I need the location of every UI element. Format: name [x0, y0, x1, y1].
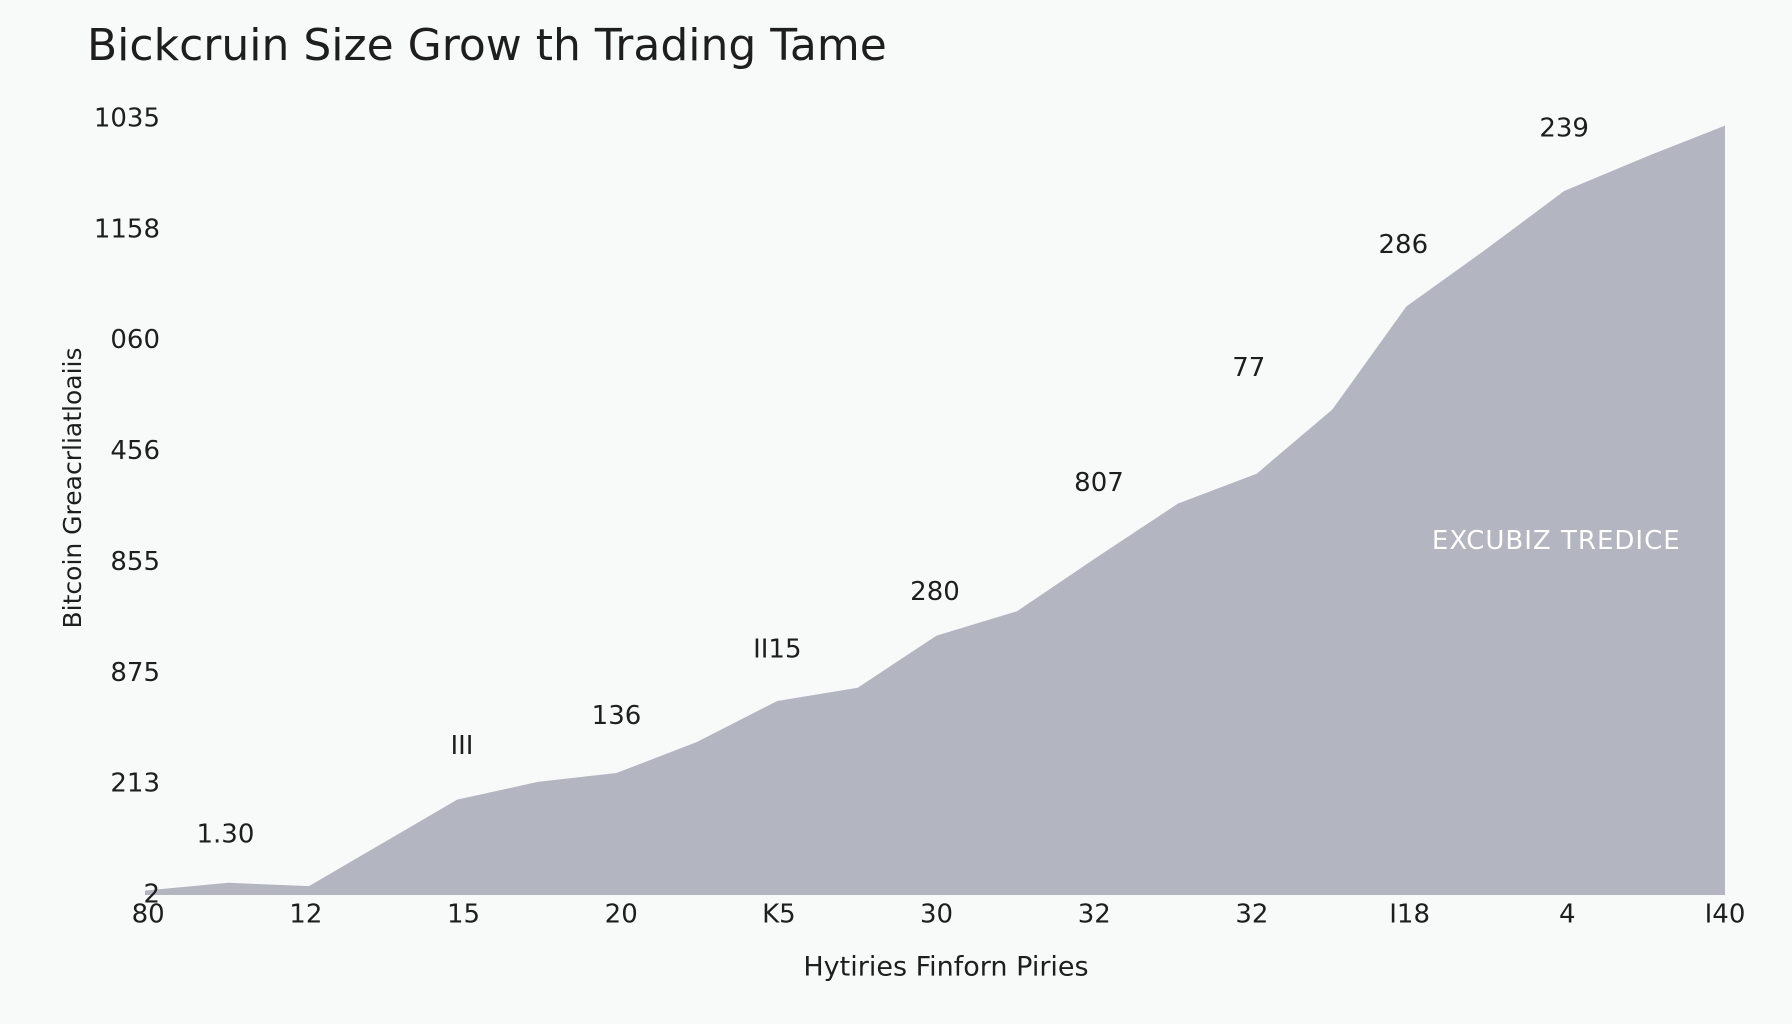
y-tick-label: 2 — [143, 880, 160, 910]
annotation: III — [450, 731, 473, 761]
annotation: 1.30 — [196, 820, 254, 850]
x-tick-label: I40 — [1705, 900, 1746, 930]
x-tick-label: I18 — [1389, 900, 1430, 930]
y-tick-label: 1158 — [94, 214, 160, 244]
y-tick-label: 060 — [110, 325, 160, 355]
inner-label: EXCUBIZ TREDICE — [1432, 526, 1681, 556]
x-tick-label: 32 — [1235, 900, 1268, 930]
annotation: 136 — [592, 701, 642, 731]
y-axis-title: Bitcoin Greacrliatloaiis — [58, 348, 87, 629]
y-tick-label: 456 — [110, 436, 160, 466]
y-tick-label: 875 — [110, 658, 160, 688]
x-tick-label: 30 — [920, 900, 953, 930]
chart-title: Bickcruin Size Grow th Trading Tame — [87, 20, 887, 71]
x-tick-label: 15 — [447, 900, 480, 930]
x-tick-label: 20 — [605, 900, 638, 930]
x-tick-label: 32 — [1078, 900, 1111, 930]
y-tick-label: 1035 — [94, 104, 160, 134]
annotation: 239 — [1539, 113, 1589, 143]
annotation: II15 — [753, 635, 801, 665]
x-tick-label: K5 — [762, 900, 796, 930]
x-tick-label: 12 — [289, 900, 322, 930]
x-axis-title: Hytiries Finforn Piries — [803, 952, 1088, 983]
y-tick-label: 855 — [110, 547, 160, 577]
annotation: 807 — [1074, 468, 1124, 498]
x-tick-label: 4 — [1559, 900, 1576, 930]
y-tick-label: 213 — [110, 769, 160, 799]
x-tick-label: 80 — [132, 900, 165, 930]
annotation: 286 — [1379, 230, 1429, 260]
annotation: 280 — [910, 577, 960, 607]
area — [145, 125, 1725, 895]
annotation: 77 — [1232, 353, 1265, 383]
